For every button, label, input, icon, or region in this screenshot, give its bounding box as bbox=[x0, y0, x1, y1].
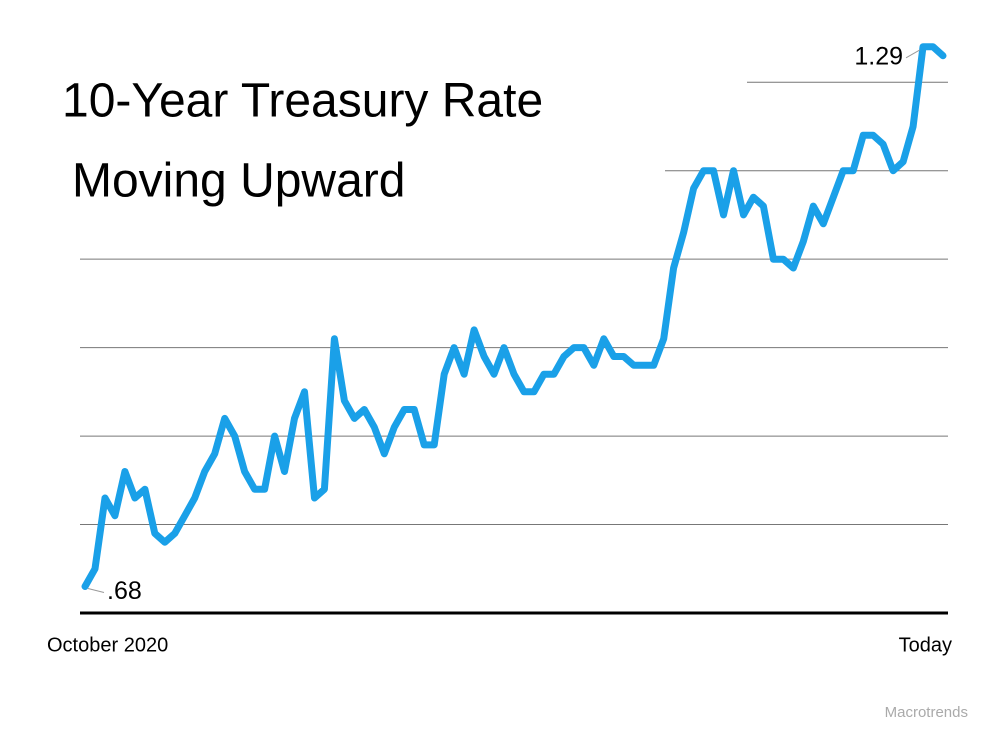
line bbox=[81, 43, 947, 590]
leader-line bbox=[87, 587, 105, 593]
x-tick-label: Today bbox=[899, 634, 952, 656]
leader-line bbox=[905, 49, 921, 59]
value-label: 1.29 bbox=[854, 42, 903, 70]
title-backdrop bbox=[655, 70, 747, 100]
plot: October 2020 Today .68 1.29 bbox=[47, 42, 952, 656]
value-label: .68 bbox=[107, 577, 142, 605]
chart-title: 10-Year Treasury Rate bbox=[62, 75, 543, 128]
chart-title: Moving Upward bbox=[72, 155, 405, 208]
x-tick-label: October 2020 bbox=[47, 634, 168, 656]
source: Macrotrends bbox=[885, 704, 968, 721]
title-backdrop bbox=[55, 70, 665, 220]
